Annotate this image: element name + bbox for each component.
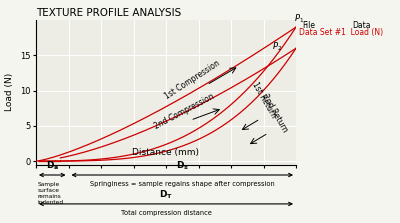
Text: Springiness = sample regains shape after compression: Springiness = sample regains shape after… bbox=[90, 181, 275, 187]
Y-axis label: Load (N): Load (N) bbox=[5, 73, 14, 112]
Text: File: File bbox=[302, 21, 315, 30]
Text: TEXTURE PROFILE ANALYSIS: TEXTURE PROFILE ANALYSIS bbox=[36, 8, 181, 18]
Text: $\mathbf{D_a}$: $\mathbf{D_a}$ bbox=[46, 159, 59, 172]
Text: Data: Data bbox=[352, 21, 370, 30]
Text: 2nd Compression: 2nd Compression bbox=[153, 92, 216, 131]
Text: Distance (mm): Distance (mm) bbox=[132, 148, 200, 157]
Text: $P_2$: $P_2$ bbox=[272, 41, 283, 53]
Text: Sample
surface
remains
indented: Sample surface remains indented bbox=[38, 182, 64, 205]
Text: Total compression distance: Total compression distance bbox=[120, 210, 212, 216]
Text: $\mathbf{D_s}$: $\mathbf{D_s}$ bbox=[176, 159, 189, 172]
Text: 1st Compression: 1st Compression bbox=[163, 59, 221, 101]
Text: $\mathbf{D_T}$: $\mathbf{D_T}$ bbox=[159, 188, 173, 201]
Text: Data Set #1  Load (N): Data Set #1 Load (N) bbox=[299, 28, 383, 37]
Text: 1st Return: 1st Return bbox=[250, 80, 278, 119]
Text: 2nd Return: 2nd Return bbox=[260, 92, 289, 134]
Text: $P_1$: $P_1$ bbox=[294, 12, 304, 25]
